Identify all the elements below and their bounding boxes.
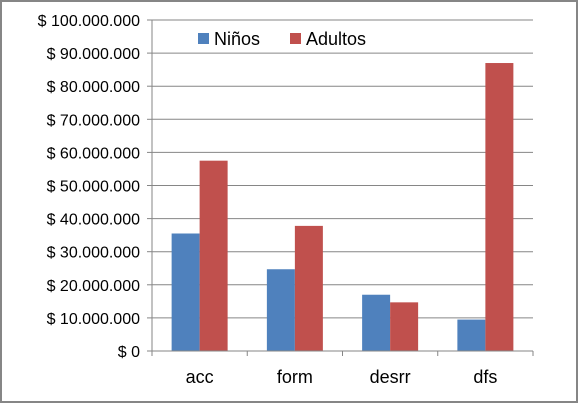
y-tick-label: $ 40.000.000 [47, 212, 141, 229]
y-tick-label: $ 80.000.000 [47, 79, 141, 96]
bar-adultos-dfs [485, 63, 514, 351]
y-tick-label: $ 60.000.000 [47, 145, 141, 162]
y-tick-label: $ 70.000.000 [47, 112, 141, 129]
bar-niños-acc [171, 233, 200, 351]
legend-label: Niños [214, 29, 260, 49]
bar-adultos-form [294, 225, 323, 351]
y-tick-label: $ 50.000.000 [47, 179, 141, 196]
bar-adultos-desrr [390, 302, 419, 351]
y-tick-label: $ 100.000.000 [38, 13, 140, 30]
x-category-label: acc [186, 367, 214, 387]
y-tick-label: $ 20.000.000 [47, 278, 141, 295]
bar-niños-desrr [362, 294, 391, 351]
bar-niños-dfs [457, 319, 486, 351]
x-category-label: dfs [473, 367, 497, 387]
bar-adultos-acc [199, 160, 228, 351]
y-tick-label: $ 0 [118, 344, 140, 361]
x-category-label: desrr [370, 367, 411, 387]
legend-swatch-adultos [290, 33, 301, 44]
legend-label: Adultos [306, 29, 366, 49]
y-tick-label: $ 10.000.000 [47, 311, 141, 328]
y-tick-label: $ 30.000.000 [47, 245, 141, 262]
y-tick-label: $ 90.000.000 [47, 46, 141, 63]
bar-niños-form [266, 269, 295, 351]
x-category-label: form [277, 367, 313, 387]
legend-swatch-niños [198, 33, 209, 44]
